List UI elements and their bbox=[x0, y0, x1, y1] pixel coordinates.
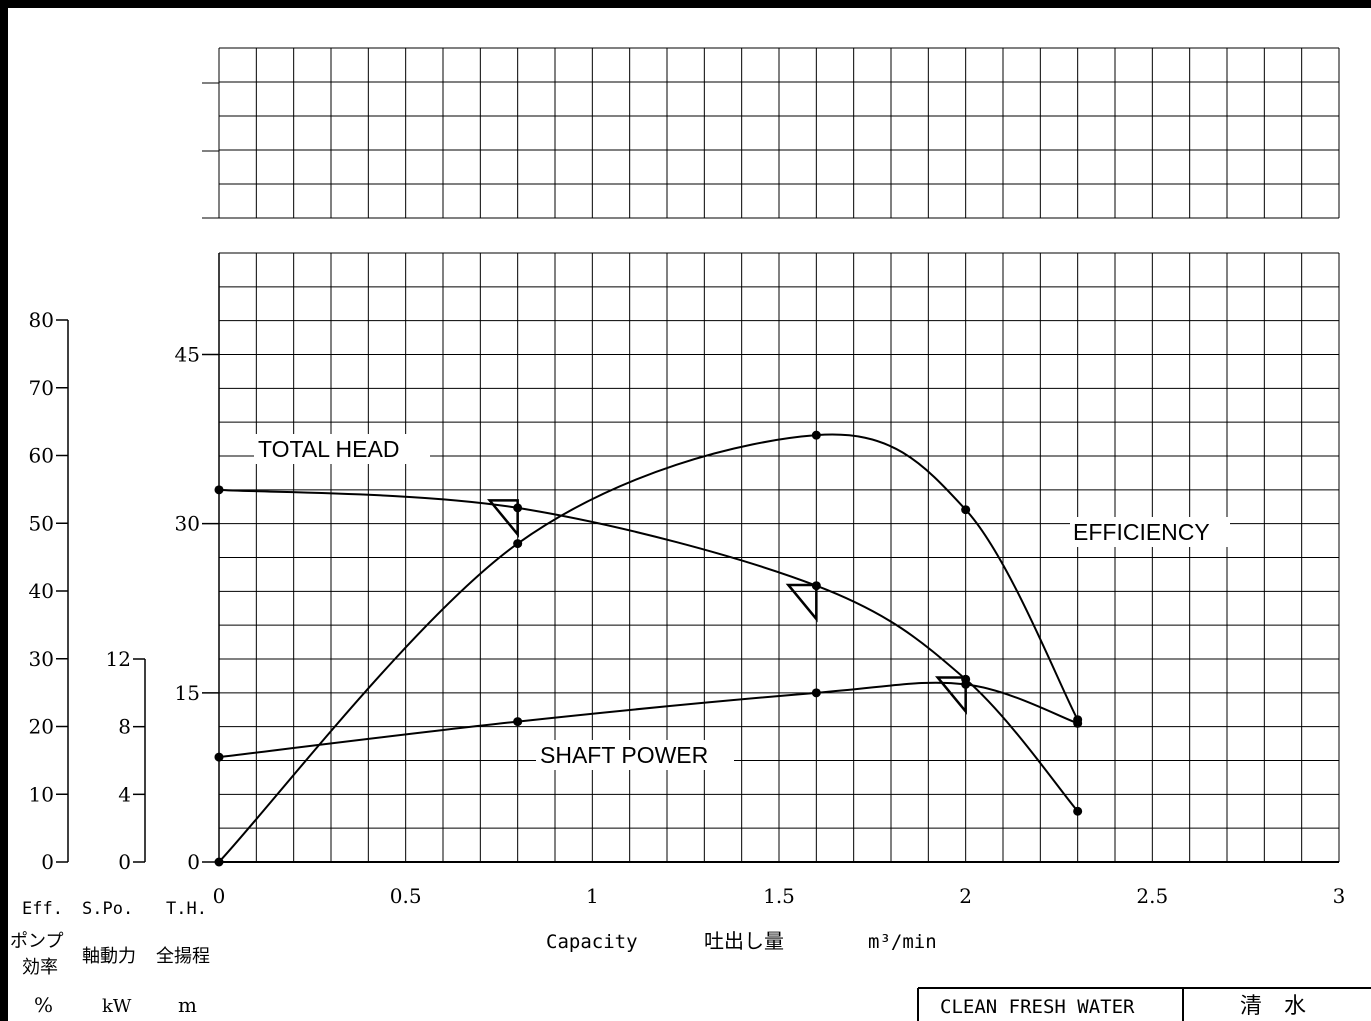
data-point bbox=[811, 430, 821, 440]
data-point bbox=[513, 717, 523, 727]
power-tick-label: 4 bbox=[118, 782, 131, 806]
power-axis-abbr: S.Po. bbox=[82, 899, 133, 919]
series-label-total-head: TOTAL HEAD bbox=[258, 436, 399, 462]
x-tick-label: 2.5 bbox=[1136, 884, 1168, 908]
top-grid bbox=[202, 47, 1340, 219]
eff-tick-label: 40 bbox=[29, 579, 54, 603]
fluid-title-jp: 清 水 bbox=[1240, 993, 1306, 1018]
head-tick-label: 45 bbox=[175, 343, 200, 367]
data-point bbox=[214, 752, 224, 762]
x-tick-label: 0.5 bbox=[390, 884, 422, 908]
series-label-efficiency: EFFICIENCY bbox=[1073, 519, 1210, 545]
head-axis-unit: m bbox=[178, 993, 197, 1017]
head-tick-label: 30 bbox=[175, 512, 200, 536]
x-tick-label: 0 bbox=[213, 884, 226, 908]
data-point bbox=[1073, 715, 1083, 725]
eff-axis-abbr: Eff. bbox=[22, 899, 63, 919]
series-lines bbox=[214, 430, 1083, 867]
power-tick-label: 0 bbox=[118, 850, 131, 874]
eff-tick-label: 10 bbox=[29, 782, 54, 806]
eff-axis-unit: % bbox=[34, 993, 53, 1017]
head-tick-label: 0 bbox=[187, 850, 200, 874]
data-point bbox=[811, 688, 821, 698]
data-point bbox=[513, 539, 523, 549]
x-tick-label: 3 bbox=[1333, 884, 1346, 908]
fluid-title-box: CLEAN FRESH WATER 清 水 bbox=[917, 987, 1371, 1021]
series-line-total-head bbox=[218, 488, 1079, 812]
power-tick-label: 8 bbox=[118, 715, 131, 739]
eff-axis-jp-1: ポンプ bbox=[10, 931, 63, 951]
capacity-label-jp: 吐出し量 bbox=[704, 930, 784, 953]
head-tick-label: 15 bbox=[175, 681, 200, 705]
eff-tick-label: 80 bbox=[29, 308, 54, 332]
x-tick-label: 1 bbox=[586, 884, 599, 908]
axes bbox=[67, 320, 146, 862]
tick-labels: 0 0.5 1 1.5 2 2.5 3015304504812010203040506070… bbox=[29, 308, 1346, 908]
data-point bbox=[214, 857, 224, 867]
eff-tick-label: 0 bbox=[41, 850, 54, 874]
eff-axis-jp-2: 効率 bbox=[22, 957, 58, 977]
main-grid bbox=[218, 252, 1340, 863]
power-axis-jp: 軸動力 bbox=[82, 946, 136, 966]
eff-tick-label: 20 bbox=[29, 715, 54, 739]
series-line-efficiency bbox=[218, 433, 1079, 863]
power-tick-label: 12 bbox=[106, 647, 131, 671]
eff-tick-label: 70 bbox=[29, 376, 54, 400]
x-tick-label: 2 bbox=[959, 884, 972, 908]
series-line-shaft-power bbox=[218, 681, 1078, 759]
head-axis-jp: 全揚程 bbox=[156, 946, 210, 966]
capacity-label: Capacity bbox=[546, 931, 638, 953]
eff-tick-label: 50 bbox=[29, 511, 54, 535]
operating-point-marker bbox=[487, 499, 519, 538]
x-tick-label: 1.5 bbox=[763, 884, 795, 908]
eff-tick-label: 60 bbox=[29, 444, 54, 468]
data-point bbox=[214, 485, 224, 495]
operating-point-markers bbox=[487, 499, 967, 715]
power-axis-unit: kW bbox=[102, 996, 132, 1017]
operating-point-marker bbox=[935, 676, 967, 715]
fluid-title-en: CLEAN FRESH WATER bbox=[940, 996, 1135, 1018]
eff-tick-label: 30 bbox=[29, 647, 54, 671]
operating-point-marker bbox=[785, 583, 818, 623]
head-axis-abbr: T.H. bbox=[166, 899, 207, 919]
data-point bbox=[961, 505, 971, 515]
series-label-shaft-power: SHAFT POWER bbox=[540, 742, 708, 768]
capacity-unit: m³/min bbox=[868, 931, 937, 953]
data-point bbox=[1073, 806, 1083, 816]
